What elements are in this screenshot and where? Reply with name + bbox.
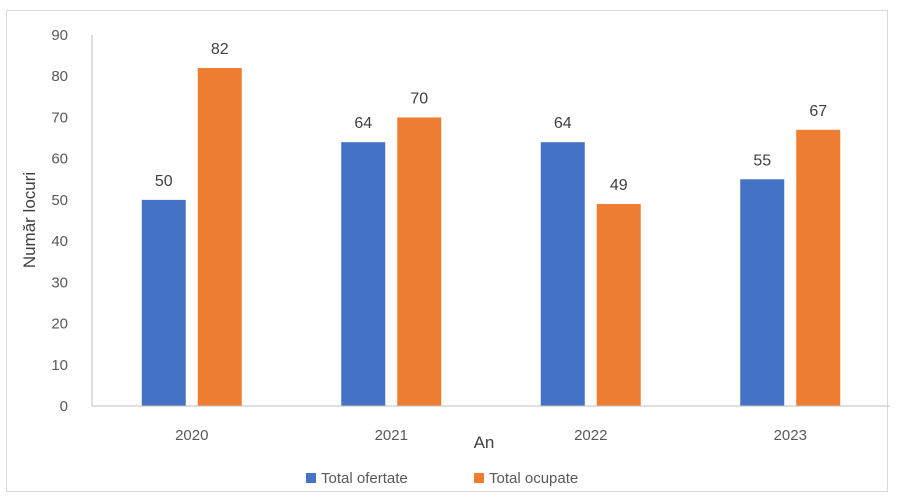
bar-ofertate-2021	[341, 142, 386, 406]
data-label: 49	[610, 177, 628, 194]
y-tick-label: 50	[51, 192, 68, 209]
legend: Total ofertate Total ocupate	[306, 470, 578, 487]
bars	[141, 67, 841, 407]
data-label: 67	[809, 103, 827, 120]
bar-ofertate-2023	[740, 179, 785, 406]
y-tick-label: 70	[51, 109, 68, 126]
x-axis-title: An	[474, 433, 495, 452]
y-tick-label: 20	[51, 316, 68, 333]
bar-ofertate-2020	[141, 199, 186, 406]
y-tick-label: 80	[51, 68, 68, 85]
y-tick-label: 40	[51, 233, 68, 250]
bar-ofertate-2022	[540, 142, 585, 406]
y-tick-label: 30	[51, 274, 68, 291]
legend-swatch	[306, 473, 316, 483]
data-label: 55	[753, 152, 771, 169]
bar-ocupate-2020	[197, 67, 242, 406]
y-tick-label: 90	[51, 27, 68, 44]
y-tick-label: 0	[60, 398, 68, 415]
data-label: 70	[410, 90, 428, 107]
x-tick-label: 2022	[574, 427, 607, 444]
data-labels: 50 82 64 70 64 49 55 67	[155, 41, 827, 194]
y-tick-label: 60	[51, 151, 68, 168]
y-axis-title: Număr locuri	[20, 172, 39, 268]
bar-ocupate-2022	[596, 204, 641, 406]
data-label: 50	[155, 173, 173, 190]
x-tick-label: 2021	[375, 427, 408, 444]
data-label: 82	[211, 41, 229, 58]
y-tick-label: 10	[51, 357, 68, 374]
legend-label: Total ocupate	[489, 470, 578, 487]
legend-label: Total ofertate	[321, 470, 408, 487]
bar-ocupate-2021	[397, 117, 442, 406]
x-tick-label: 2020	[175, 427, 208, 444]
x-tick-label: 2023	[774, 427, 807, 444]
data-label: 64	[354, 115, 372, 132]
legend-swatch	[474, 473, 484, 483]
bar-ocupate-2023	[796, 129, 841, 407]
y-axis-ticks: 0 10 20 30 40 50 60 70 80 90	[51, 27, 68, 415]
data-label: 64	[554, 115, 572, 132]
x-axis-ticks: 2020 2021 2022 2023	[175, 427, 807, 444]
